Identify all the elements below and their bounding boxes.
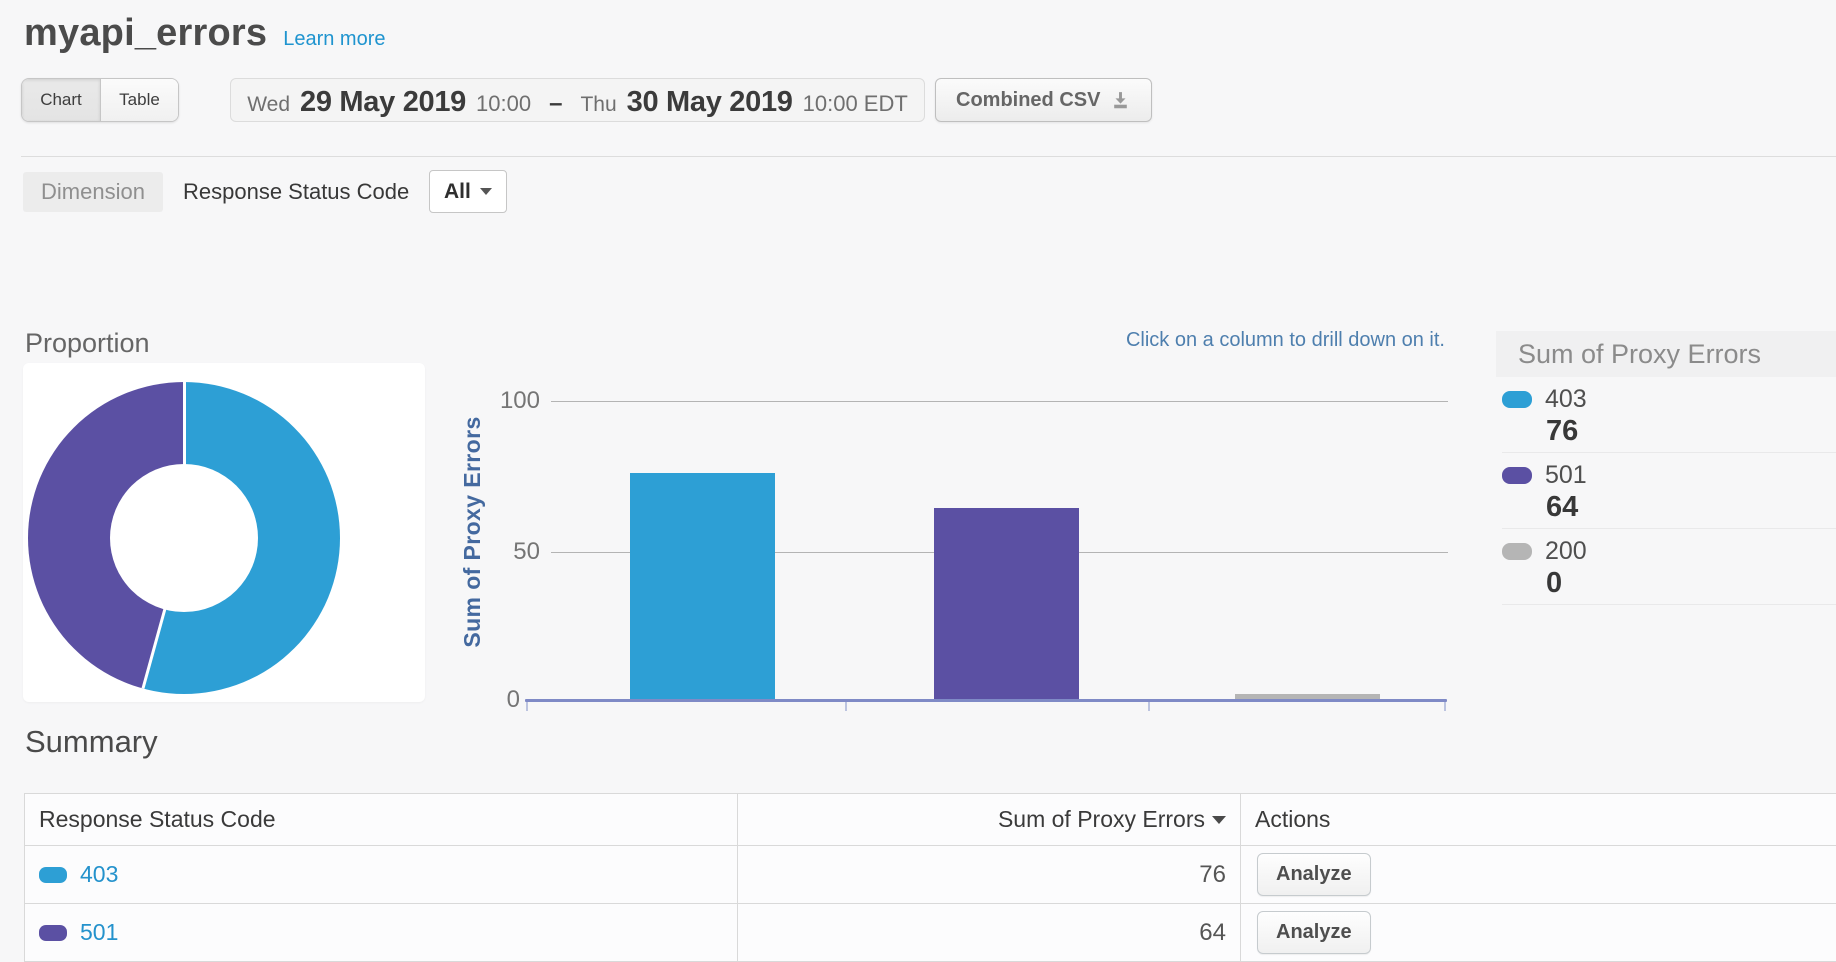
date-range-picker[interactable]: Wed 29 May 2019 10:00 – Thu 30 May 2019 … — [230, 78, 925, 122]
analyze-button[interactable]: Analyze — [1257, 911, 1371, 954]
table-header-row: Response Status Code Sum of Proxy Errors… — [25, 794, 1836, 846]
proportion-title: Proportion — [25, 328, 150, 358]
legend-swatch-501 — [1502, 466, 1532, 484]
drilldown-hint: Click on a column to drill down on it. — [1125, 329, 1445, 351]
summary-table: Response Status Code Sum of Proxy Errors… — [24, 793, 1836, 962]
end-time: 10:00 EDT — [802, 91, 908, 116]
status-code-cell: 501 — [25, 904, 738, 961]
y-tick-50: 50 — [513, 538, 540, 565]
start-date: 29 May 2019 — [300, 86, 467, 118]
legend-code: 200 — [1545, 536, 1587, 565]
dimension-badge: Dimension — [23, 172, 163, 212]
legend-code: 403 — [1545, 384, 1587, 413]
dimension-filter-value: All — [444, 179, 471, 203]
csv-button-label: Combined CSV — [956, 88, 1101, 111]
legend-divider — [1502, 528, 1836, 529]
view-toggle: Chart Table — [21, 78, 179, 122]
sum-value-cell: 76 — [738, 846, 1241, 903]
sort-column-label: Sum of Proxy Errors — [997, 806, 1205, 832]
legend-swatch-200 — [1502, 542, 1532, 560]
start-time: 10:00 — [476, 91, 532, 116]
legend-value: 64 — [1546, 491, 1579, 523]
analyze-button[interactable]: Analyze — [1257, 853, 1371, 896]
learn-more-link[interactable]: Learn more — [283, 28, 386, 50]
row-swatch-403 — [39, 866, 67, 883]
y-tick-100: 100 — [499, 387, 540, 414]
legend-value: 76 — [1546, 415, 1579, 447]
status-code-link[interactable]: 403 — [80, 861, 119, 887]
dimension-name: Response Status Code — [183, 179, 410, 204]
column-header-response-status-code: Response Status Code — [25, 794, 738, 845]
date-range-separator: – — [549, 90, 563, 117]
x-axis-line — [525, 699, 1447, 702]
donut-separator-1 — [182, 382, 186, 538]
legend-divider — [1502, 452, 1836, 453]
bar-chart — [0, 401, 1836, 699]
combined-csv-button[interactable]: Combined CSV — [935, 78, 1153, 122]
legend-value: 0 — [1546, 567, 1563, 599]
y-tick-0: 0 — [506, 686, 520, 713]
x-axis-tick — [1148, 702, 1150, 711]
row-swatch-501 — [39, 924, 67, 941]
bar-403[interactable] — [630, 472, 775, 699]
legend-title: Sum of Proxy Errors — [1496, 331, 1836, 377]
dimension-filter-dropdown[interactable]: All — [429, 170, 507, 213]
donut-hole — [110, 464, 258, 612]
actions-cell: Analyze — [1241, 846, 1836, 903]
column-header-sum-proxy-errors[interactable]: Sum of Proxy Errors — [738, 794, 1241, 845]
sort-desc-icon — [1212, 815, 1226, 824]
bar-200[interactable] — [1235, 694, 1380, 699]
legend-swatch-403 — [1502, 390, 1532, 408]
column-header-actions: Actions — [1255, 806, 1331, 832]
legend-item[interactable]: 403 76 — [1496, 377, 1836, 453]
summary-title: Summary — [25, 724, 158, 759]
table-row: 403 76 Analyze — [25, 846, 1836, 904]
donut-chart[interactable] — [28, 382, 340, 694]
legend-code: 501 — [1545, 460, 1587, 489]
x-axis-tick — [845, 702, 847, 711]
legend-item[interactable]: 200 0 — [1496, 529, 1836, 605]
proportion-card — [23, 363, 425, 702]
end-day: Thu — [580, 93, 617, 116]
status-code-cell: 403 — [25, 846, 738, 903]
legend-item[interactable]: 501 64 — [1496, 453, 1836, 529]
table-view-button[interactable]: Table — [100, 79, 178, 121]
table-row: 501 64 Analyze — [25, 904, 1836, 962]
sum-value-cell: 64 — [738, 904, 1241, 961]
actions-cell: Analyze — [1241, 904, 1836, 961]
report-header: myapi_errors Learn more — [24, 12, 385, 55]
page-title: myapi_errors — [24, 12, 268, 54]
gridline-100 — [551, 401, 1448, 402]
status-code-link[interactable]: 501 — [80, 919, 119, 945]
toolbar-divider — [21, 156, 1836, 157]
legend-panel: Sum of Proxy Errors 403 76 501 64 200 0 — [1496, 331, 1836, 605]
chart-view-button[interactable]: Chart — [22, 79, 100, 121]
download-icon — [1114, 91, 1128, 108]
bar-501[interactable] — [934, 508, 1079, 699]
x-axis-tick — [1444, 702, 1446, 711]
end-date: 30 May 2019 — [626, 86, 793, 118]
x-axis-tick — [526, 702, 528, 711]
start-day: Wed — [247, 93, 291, 116]
chevron-down-icon — [479, 188, 492, 195]
legend-divider — [1502, 604, 1836, 605]
